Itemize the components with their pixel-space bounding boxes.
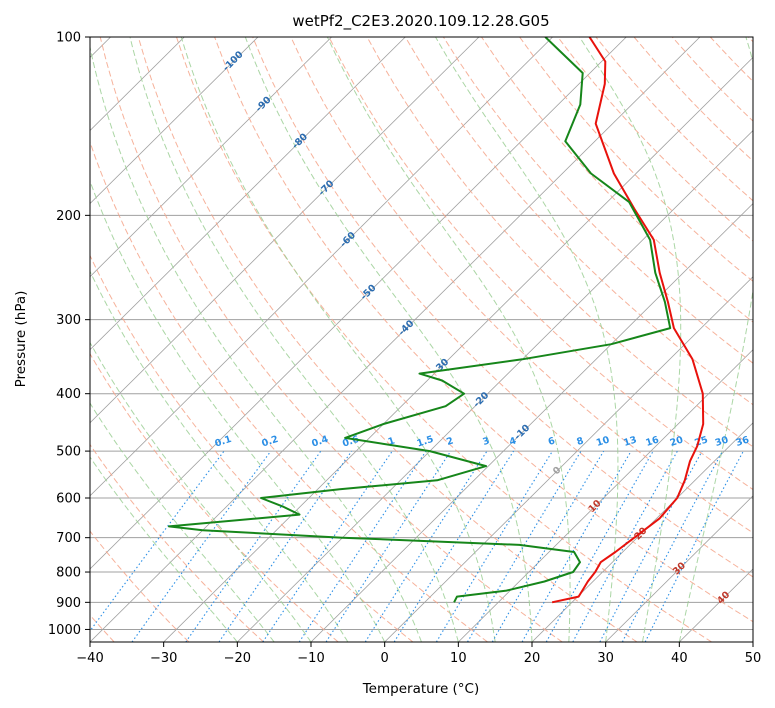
y-tick-label: 200 xyxy=(56,209,81,224)
mixing-ratio-line xyxy=(218,450,353,642)
isotherm-line xyxy=(90,37,627,570)
x-tick-label: 40 xyxy=(671,651,688,666)
dry-adiabat-line xyxy=(404,37,753,406)
moist-adiabat-line xyxy=(90,270,349,642)
mixing-ratio-line xyxy=(572,450,678,642)
axes: −40 −30 −20 −10 0 10 20 30 40 5010020030040050060… xyxy=(48,31,761,667)
isotherm-line xyxy=(237,129,753,642)
moist-adiabat-line xyxy=(678,37,753,642)
mixing-ratio-line xyxy=(364,450,488,642)
dry-adiabat-line xyxy=(176,37,712,642)
mixing-ratio-label: 8 xyxy=(575,435,585,448)
mixing-ratio-label: 1.5 xyxy=(416,434,435,450)
y-tick-label: 700 xyxy=(56,531,81,546)
x-tick-label: −40 xyxy=(76,651,103,666)
moist-adiabat-line xyxy=(326,37,571,642)
mixing-ratio-label: 30 xyxy=(714,434,730,449)
moist-adiabat-line xyxy=(244,37,533,642)
isotherm-line xyxy=(605,495,753,642)
mixing-ratio-label: 3 xyxy=(481,435,491,448)
mixing-ratio-line xyxy=(599,450,703,642)
moist-adiabat-line xyxy=(90,456,238,642)
mixing-ratio-line xyxy=(131,450,272,642)
dry-adiabat-line xyxy=(137,37,638,642)
mixing-ratio-label: 10 xyxy=(595,434,611,449)
dry-adiabat-line xyxy=(90,254,414,642)
profile-series xyxy=(168,37,705,604)
chart-title: wetPf2_C2E3.2020.109.12.28.G05 xyxy=(292,12,549,31)
mixing-ratio-label: 6 xyxy=(547,435,557,448)
plot-area: -100-90-80-70-60-50-40-30-20-10010203040… xyxy=(90,37,753,642)
mixing-ratio-label: 2 xyxy=(445,435,455,448)
mixing-ratio-label: 20 xyxy=(669,434,685,449)
mixing-ratio-label: 16 xyxy=(644,434,660,449)
moist-adiabat-line xyxy=(90,341,312,642)
mixing-ratio-label: 13 xyxy=(622,434,638,449)
mixing-ratio-label: 36 xyxy=(735,434,751,449)
isotherm-line xyxy=(531,422,753,642)
moist-adiabat-line xyxy=(180,37,496,642)
mixing-ratio-line xyxy=(545,450,654,642)
mixing-ratio-label: 4 xyxy=(508,435,518,448)
dry-adiabat-line xyxy=(90,140,488,642)
x-tick-label: 20 xyxy=(524,651,541,666)
temperature-profile-line xyxy=(551,37,705,604)
dry-adiabat-line xyxy=(214,37,753,623)
mixing-ratio-line xyxy=(325,450,452,642)
isotherm-line xyxy=(90,37,406,351)
moist-adiabat-line xyxy=(90,44,422,642)
mixing-ratio-label: 0.1 xyxy=(214,434,233,450)
y-tick-label: 800 xyxy=(56,566,81,581)
mixing-ratio-line xyxy=(262,450,393,642)
plot-frame xyxy=(89,36,754,643)
x-axis-label: Temperature (°C) xyxy=(362,681,480,697)
isotherm-line xyxy=(90,37,259,205)
x-tick-label: −30 xyxy=(150,651,177,666)
isotherm-line xyxy=(458,349,753,642)
dry-adiabat-line xyxy=(90,530,190,642)
y-tick-label: 400 xyxy=(56,387,81,402)
mixing-ratio-label: 0.4 xyxy=(310,434,330,450)
background-lines xyxy=(90,37,753,642)
isotherm-line xyxy=(163,56,753,642)
y-axis-label: Pressure (hPa) xyxy=(13,291,29,388)
y-tick-label: 100 xyxy=(56,31,81,46)
dry-adiabat-line xyxy=(290,37,753,534)
moist-adiabat-line xyxy=(129,37,459,642)
x-tick-label: −20 xyxy=(224,651,251,666)
y-tick-label: 900 xyxy=(56,596,81,611)
x-tick-label: 10 xyxy=(450,651,467,666)
isotherm-line xyxy=(90,37,332,278)
x-tick-label: 30 xyxy=(597,651,614,666)
dry-adiabat-line xyxy=(442,37,753,364)
y-tick-label: 600 xyxy=(56,492,81,507)
isotherm-line xyxy=(90,37,480,424)
y-tick-label: 500 xyxy=(56,445,81,460)
dry-adiabat-line xyxy=(90,352,339,642)
moist-adiabat-line xyxy=(579,37,682,642)
x-tick-label: −10 xyxy=(297,651,324,666)
mixing-ratio-line xyxy=(435,450,553,642)
dry-adiabat-line xyxy=(252,37,753,578)
dry-adiabat-line xyxy=(328,37,753,491)
mixing-ratio-label: 0.2 xyxy=(260,434,279,450)
moist-adiabat-line xyxy=(90,179,386,642)
isotherm-line xyxy=(90,37,553,497)
mixing-ratio-line xyxy=(90,450,225,632)
y-tick-label: 1000 xyxy=(48,623,81,638)
dry-adiabat-line xyxy=(90,443,264,642)
mixing-ratio-label: 1 xyxy=(387,435,397,448)
dewpoint-profile-line xyxy=(168,37,672,603)
moist-adiabat-line xyxy=(90,402,275,642)
x-tick-label: 50 xyxy=(745,651,762,666)
x-tick-label: 0 xyxy=(381,651,389,666)
mixing-ratio-line xyxy=(298,450,427,642)
y-tick-label: 300 xyxy=(56,313,81,328)
moist-adiabat-line xyxy=(435,37,619,642)
isotherm-line xyxy=(384,276,753,642)
